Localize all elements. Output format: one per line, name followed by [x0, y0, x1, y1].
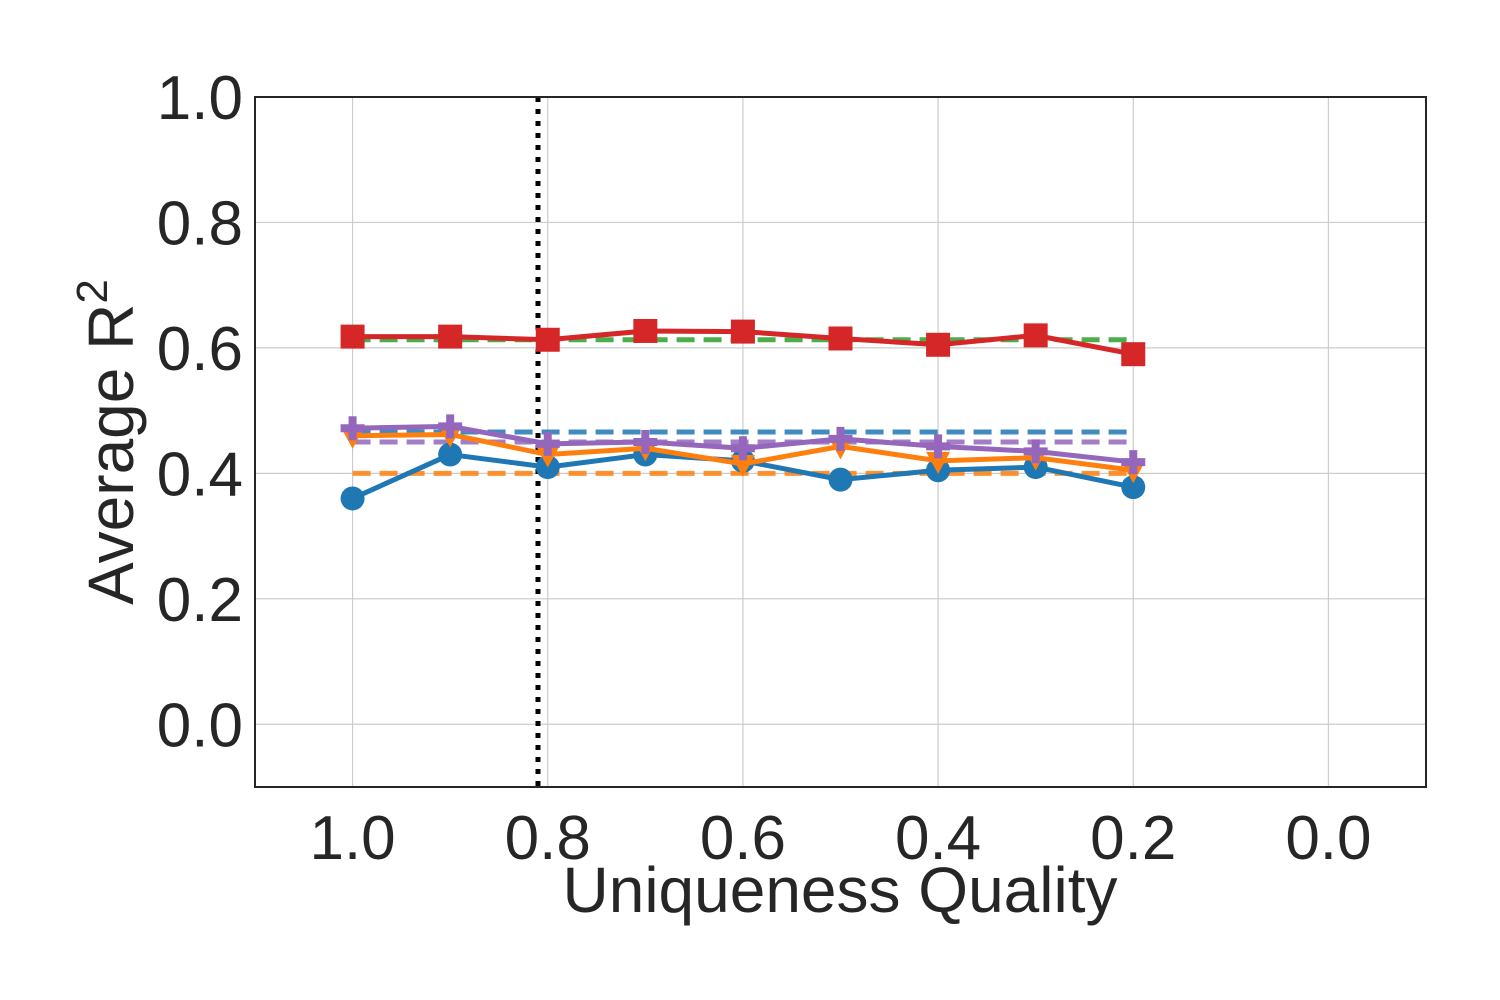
y-tick-label: 0.2 [157, 566, 243, 635]
data-point [828, 426, 853, 451]
y-tick-label: 1.0 [157, 64, 243, 133]
y-tick-label: 0.0 [157, 691, 243, 760]
plot-frame [254, 96, 1427, 788]
y-axis-label: Average R2 [68, 279, 147, 605]
y-axis-label-superscript: 2 [68, 279, 117, 303]
data-point [730, 319, 755, 344]
data-point [1121, 450, 1146, 475]
data-point [1121, 475, 1146, 500]
data-point [438, 442, 463, 467]
y-tick-labels: 0.0 0.2 0.4 0.6 0.8 1.0 [157, 64, 243, 760]
data-point [340, 486, 365, 511]
x-tick-label: 0.2 [1090, 804, 1176, 873]
series-plus [340, 414, 1146, 475]
data-point [340, 416, 365, 441]
data-point [926, 451, 951, 474]
y-tick-label: 0.8 [157, 189, 243, 258]
data-point [828, 326, 853, 351]
data-point [438, 324, 463, 349]
data-point [535, 431, 560, 456]
data-point [926, 434, 951, 459]
data-point [828, 467, 853, 492]
data-point [633, 430, 658, 454]
data-point [730, 436, 755, 461]
y-tick-label: 0.6 [157, 315, 243, 384]
data-point [730, 454, 755, 477]
data-point [633, 318, 658, 343]
data-point [438, 414, 463, 439]
x-tick-label: 1.0 [309, 804, 395, 873]
data-point [1023, 323, 1048, 348]
y-axis-label-text: Average R [75, 304, 147, 605]
y-tick-label: 0.4 [157, 440, 243, 509]
data-point [535, 327, 560, 352]
x-axis-label: Uniqueness Quality [563, 854, 1118, 926]
x-tick-label: 0.0 [1285, 804, 1371, 873]
series-square [340, 318, 1146, 367]
x-tick-label: 0.4 [895, 804, 981, 873]
series-circle [340, 442, 1146, 511]
series-group [340, 318, 1146, 511]
data-point [926, 332, 951, 357]
data-point [535, 445, 560, 468]
x-tick-label: 0.6 [700, 804, 786, 873]
data-point [1121, 342, 1146, 367]
x-tick-labels: 1.0 0.8 0.6 0.4 0.2 0.0 [309, 804, 1371, 873]
data-point [1023, 439, 1048, 464]
data-point [340, 324, 365, 349]
x-tick-label: 0.8 [505, 804, 591, 873]
